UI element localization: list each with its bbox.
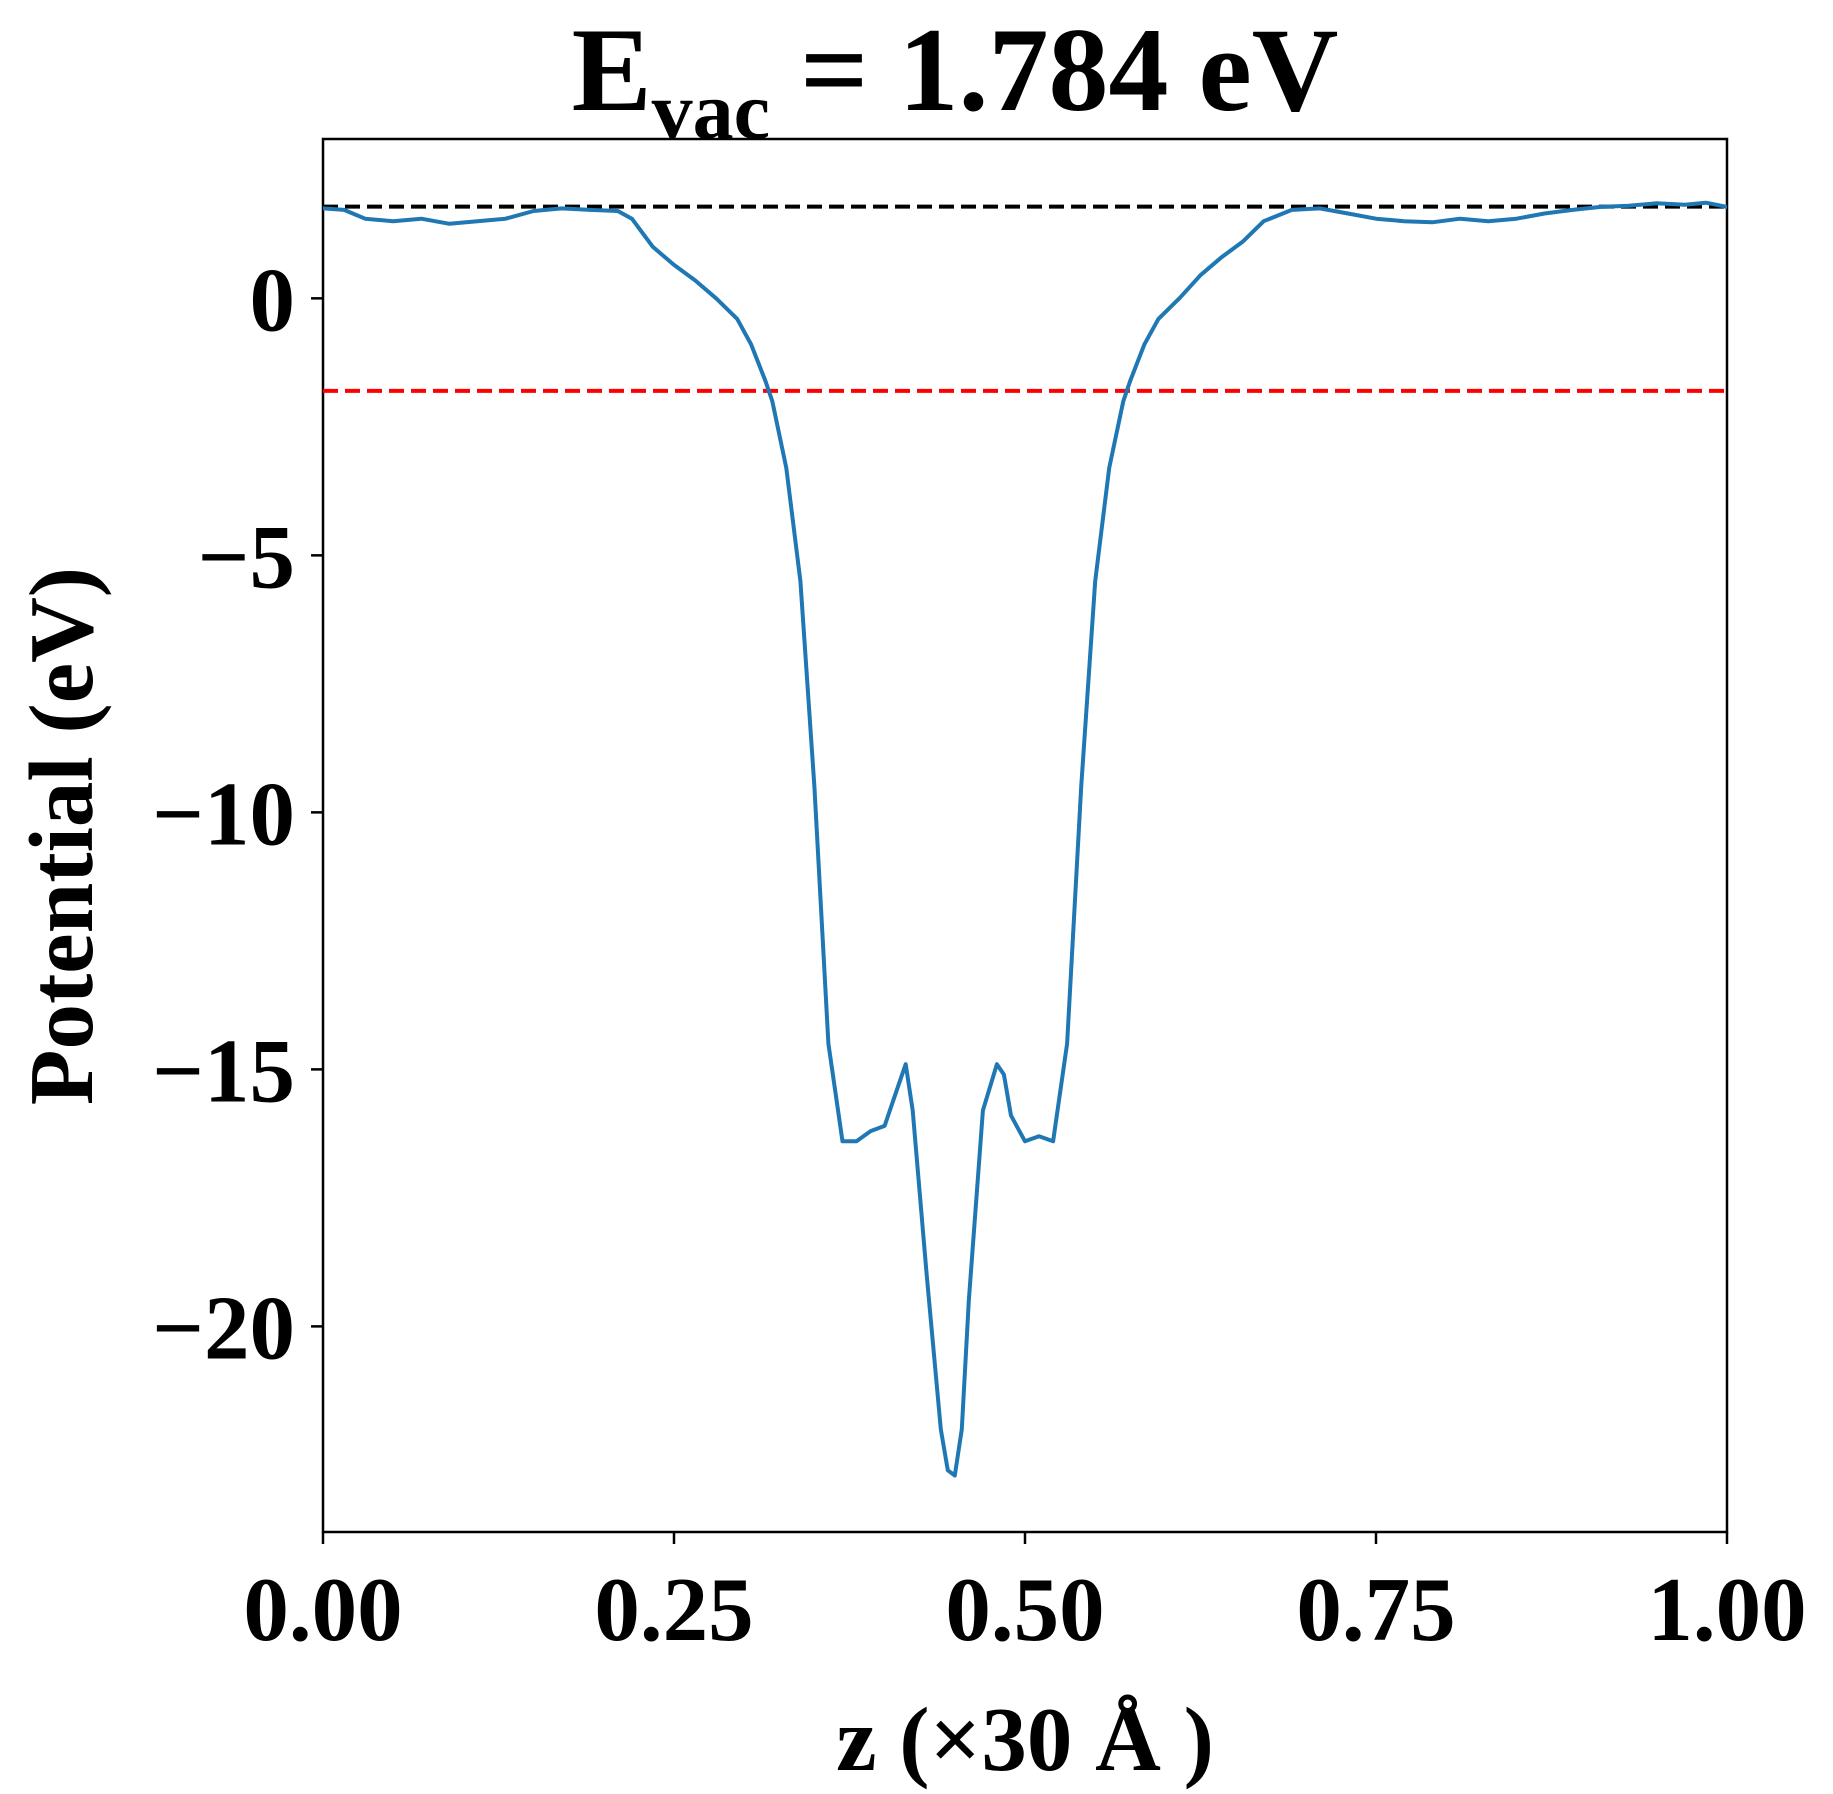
x-tick-label: 0.25 xyxy=(594,1559,753,1660)
y-tick-label: −10 xyxy=(152,763,295,864)
y-tick-label: 0 xyxy=(250,249,296,350)
x-axis: 0.00 0.25 0.50 0.75 1.00 xyxy=(243,1532,1807,1660)
chart-title: Evac = 1.784 eV xyxy=(572,3,1339,156)
reference-lines xyxy=(323,204,1727,393)
x-tick-label: 1.00 xyxy=(1647,1559,1806,1660)
title-rest: = 1.784 eV xyxy=(770,3,1338,136)
title-subscript: vac xyxy=(652,65,770,156)
series-layer xyxy=(323,200,1727,1478)
x-tick-label: 0.75 xyxy=(1296,1559,1455,1660)
y-tick-label: −20 xyxy=(152,1277,295,1378)
x-tick-label: 0.00 xyxy=(243,1559,402,1660)
y-tick-label: −15 xyxy=(152,1020,295,1121)
series-line-1 xyxy=(323,200,1727,1478)
x-tick-label: 0.50 xyxy=(945,1559,1104,1660)
y-axis-label: Potential (eV) xyxy=(11,567,112,1105)
title-main: E xyxy=(572,3,652,136)
x-axis-label: z (×30 Å ) xyxy=(836,1689,1214,1790)
plot-frame xyxy=(321,137,1729,1534)
y-axis: 0 −5 −10 −15 −20 xyxy=(152,249,323,1378)
y-tick-label: −5 xyxy=(198,506,295,607)
